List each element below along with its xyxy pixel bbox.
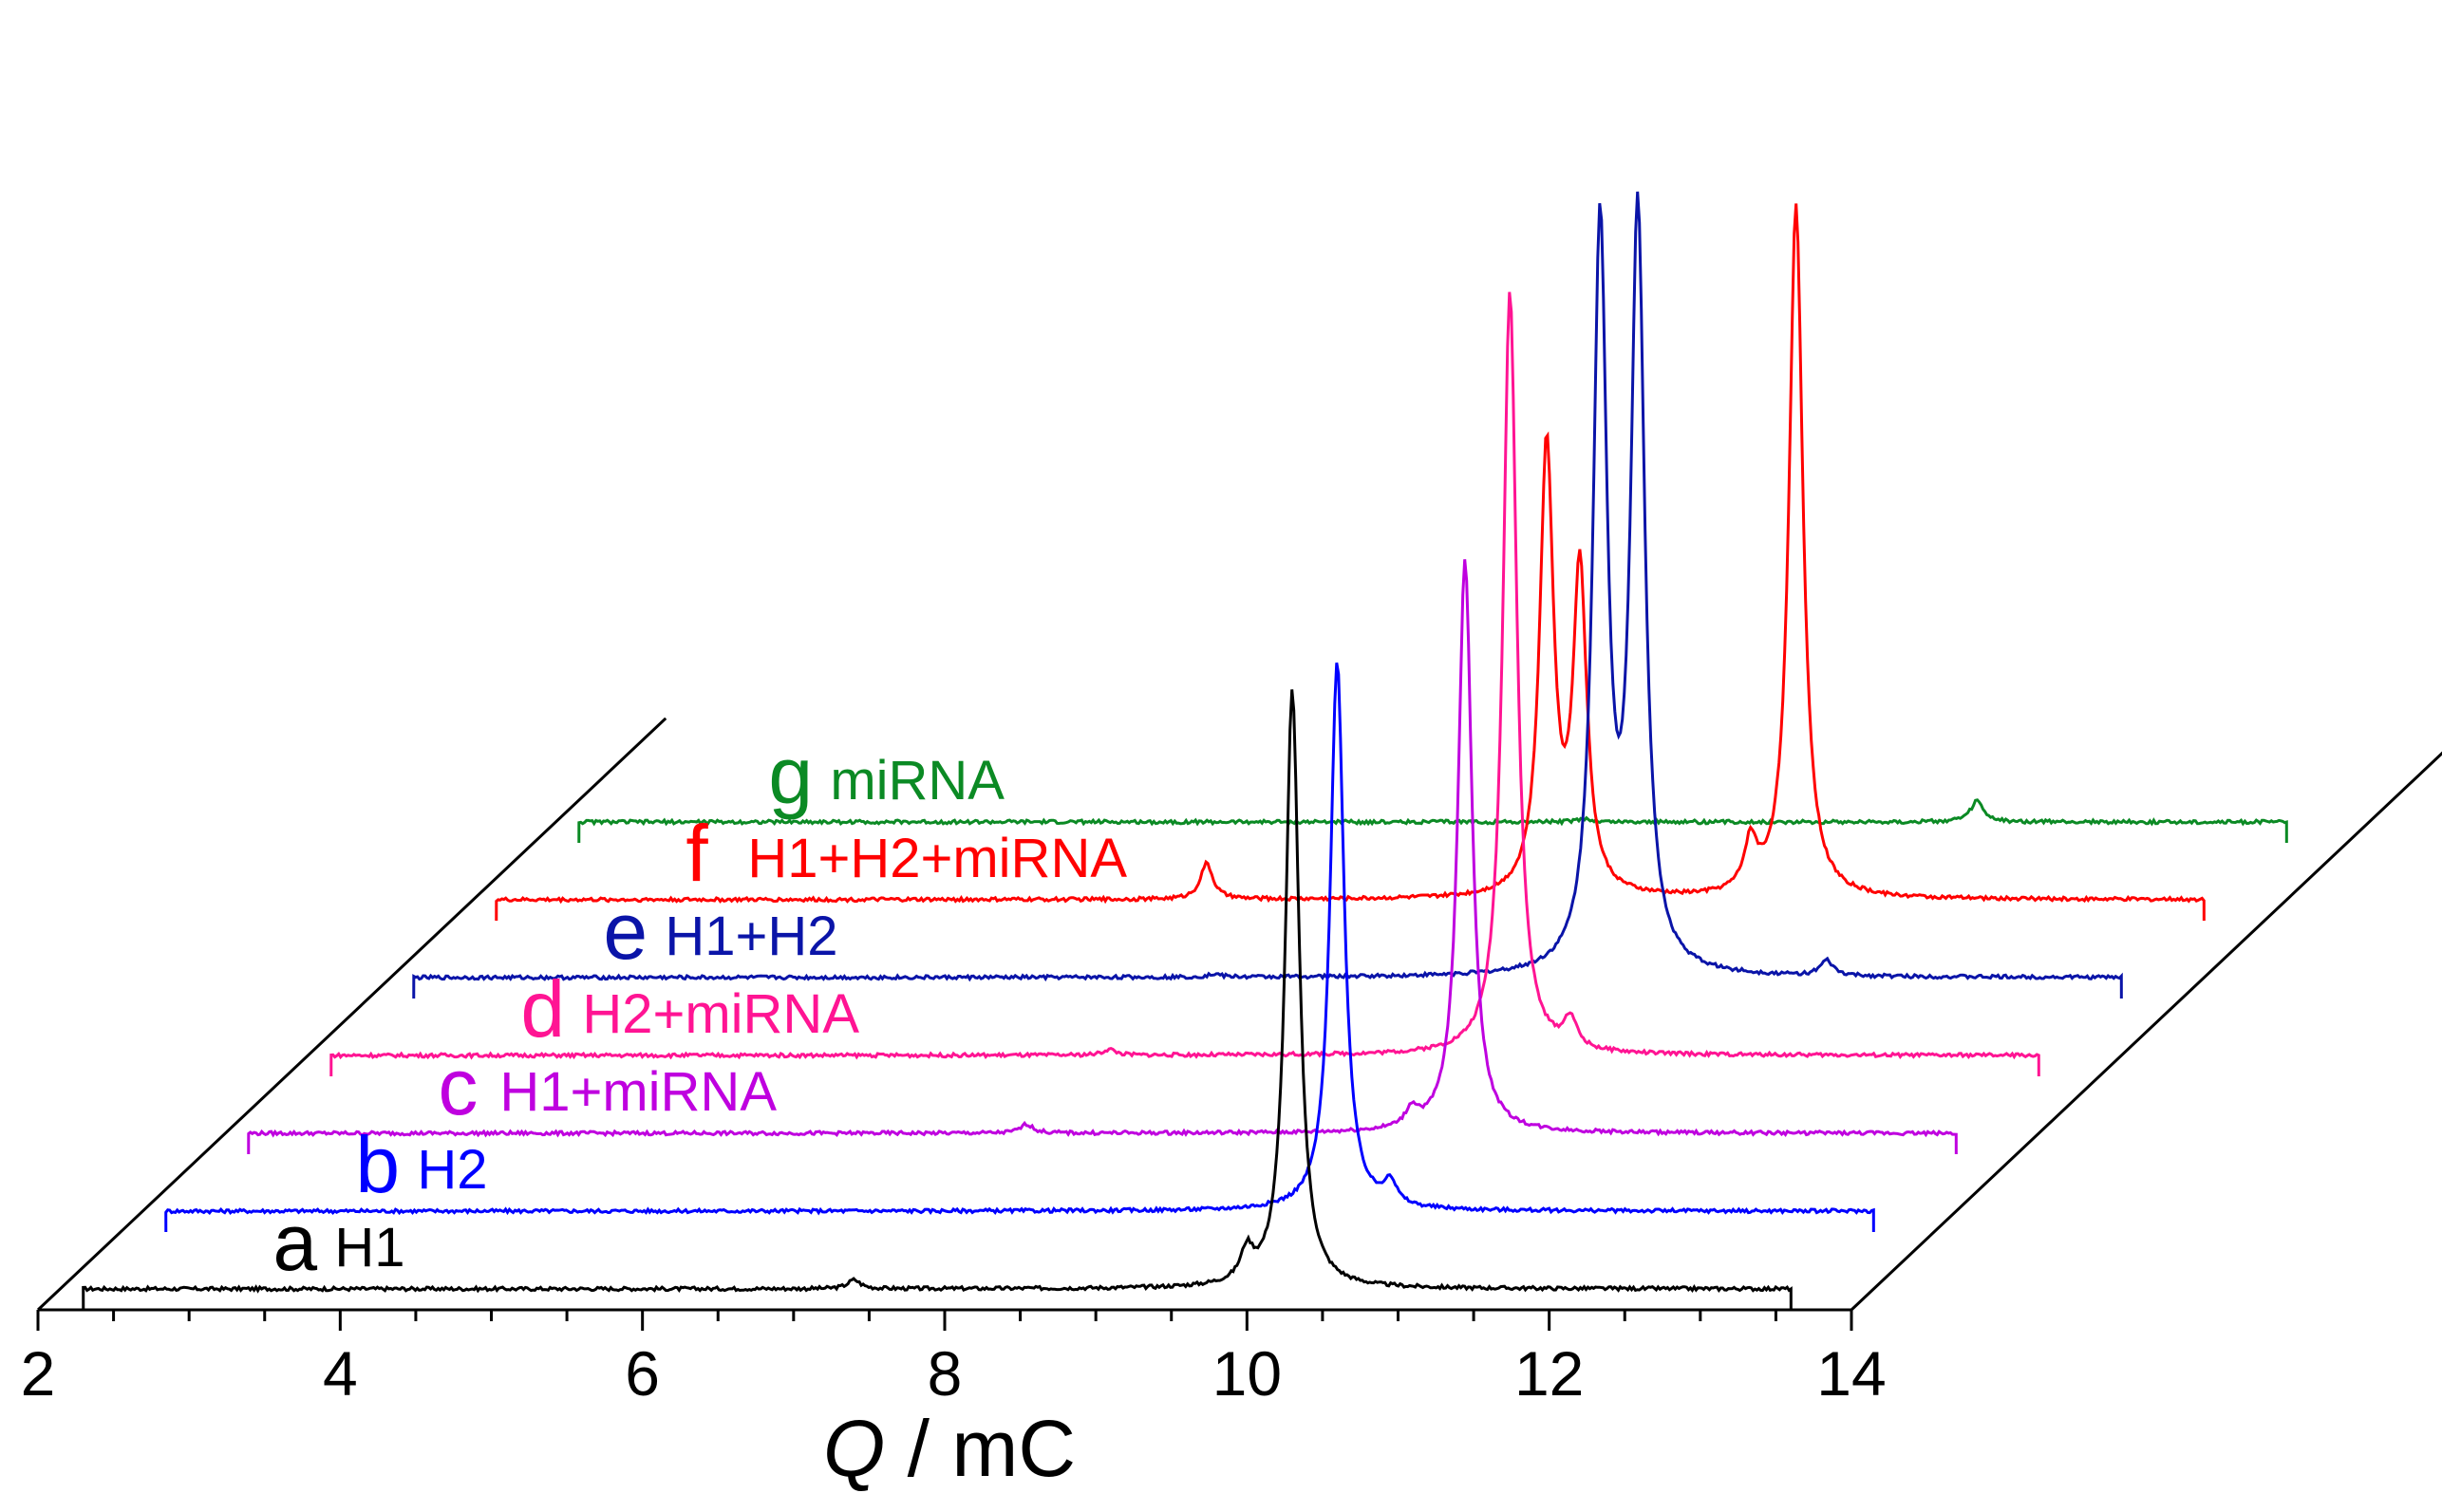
series-name-g: miRNA: [830, 750, 1005, 812]
series-letter-b: b: [355, 1120, 400, 1209]
series-trace-f: [495, 203, 2206, 922]
x-tick-label: 8: [928, 1338, 963, 1409]
x-axis-title: Q / mC: [823, 1404, 1076, 1493]
x-tick-label: 2: [21, 1338, 56, 1409]
x-axis-symbol: Q: [823, 1404, 885, 1493]
depth-axis-right: [1850, 751, 2442, 1312]
x-tick-label: 10: [1212, 1338, 1282, 1409]
series-letter-a: a: [272, 1198, 317, 1287]
series-trace-e: [412, 191, 2123, 999]
series-letter-e: e: [603, 887, 648, 976]
x-axis-ticks: 2 4 6 8 10 12 14: [21, 1310, 1887, 1409]
series-name-a: H1: [334, 1217, 404, 1279]
series-trace-b: [164, 663, 1875, 1233]
x-axis-unit: / mC: [885, 1404, 1076, 1493]
series-name-b: H2: [417, 1139, 487, 1201]
series-letter-g: g: [768, 731, 813, 820]
series-letter-f: f: [686, 809, 708, 898]
x-tick-label: 14: [1816, 1338, 1886, 1409]
series-trace-a: [82, 689, 1793, 1311]
series-group: [82, 191, 2288, 1311]
x-tick-label: 6: [625, 1338, 660, 1409]
series-letter-d: d: [520, 964, 565, 1054]
series-trace-c: [247, 559, 1958, 1155]
x-tick-label: 12: [1514, 1338, 1584, 1409]
series-name-c: H1+miRNA: [499, 1061, 777, 1123]
depth-axis-left: [36, 717, 667, 1312]
series-labels: g miRNA f H1+H2+miRNA e H1+H2 d H2+miRNA c H1+miR…: [272, 731, 1127, 1287]
series-trace-g: [577, 798, 2288, 844]
series-letter-c: c: [438, 1042, 478, 1131]
series-trace-d: [329, 291, 2040, 1077]
series-name-e: H1+H2: [665, 905, 837, 967]
x-tick-label: 4: [323, 1338, 358, 1409]
series-name-f: H1+H2+miRNA: [747, 828, 1127, 889]
series-name-d: H2+miRNA: [582, 983, 859, 1045]
